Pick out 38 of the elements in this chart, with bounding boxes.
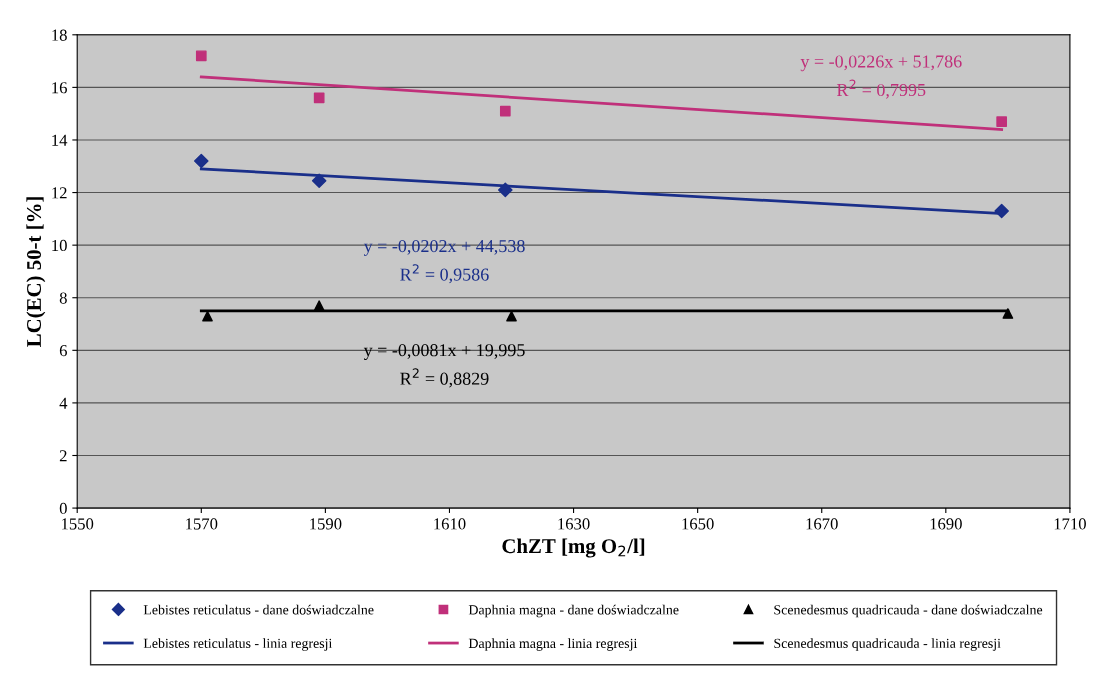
annotation: y = -0,0202x + 44,538 R$^{2}$ = 0,9586: [363, 239, 525, 284]
y-tick-label: 2: [59, 450, 67, 462]
legend-label: Daphnia magna - linia regresji: [468, 638, 638, 651]
legend-label: Daphnia magna - dane doświadczalne: [468, 604, 679, 618]
y-tick-label: 0: [59, 502, 67, 515]
legend-label: Scenedesmus quadricauda - dane doświadczalne: [774, 604, 1043, 618]
legend-label: Scenedesmus quadricauda - linia regresji: [774, 638, 1001, 651]
point: [311, 173, 327, 189]
x-tick-label: 1670: [806, 518, 838, 530]
x-tick-label: 1590: [310, 518, 342, 530]
y-tick-label: 16: [52, 82, 67, 94]
legend-label: Lebistes reticulatus - dane doświadczalne: [143, 604, 374, 615]
point: [194, 153, 209, 169]
y-tick-label: 8: [59, 292, 67, 304]
x-tick-label: 1570: [186, 518, 218, 530]
point: [994, 203, 1009, 219]
y-tick-label: 12: [52, 187, 67, 199]
x-tick-label: 1690: [930, 518, 962, 530]
point: [313, 92, 325, 104]
x-tick-label: 1710: [1054, 518, 1086, 530]
x-tick-label: 1650: [682, 518, 714, 530]
point: [499, 105, 511, 117]
x-tick-label: 1630: [558, 518, 590, 530]
y-tick-label: 6: [59, 345, 67, 357]
y-tick-label: 18: [52, 29, 67, 41]
x-tick-label: 1610: [434, 518, 466, 530]
x-axis-title: ChZT [mg O$_{2}$/l]: [502, 538, 645, 558]
y-tick-label: 10: [52, 239, 67, 252]
y-tick-label: 14: [52, 134, 68, 146]
point: [313, 300, 325, 311]
legend-label: Lebistes reticulatus - linia regresji: [143, 638, 333, 651]
point: [1002, 308, 1014, 319]
y-tick-label: 4: [59, 397, 68, 409]
point: [996, 116, 1008, 127]
point: [498, 182, 513, 198]
y-axis-title: LC(EC) 50-t [%]: [26, 197, 46, 347]
x-tick-label: 1550: [62, 518, 94, 530]
point: [195, 50, 207, 62]
